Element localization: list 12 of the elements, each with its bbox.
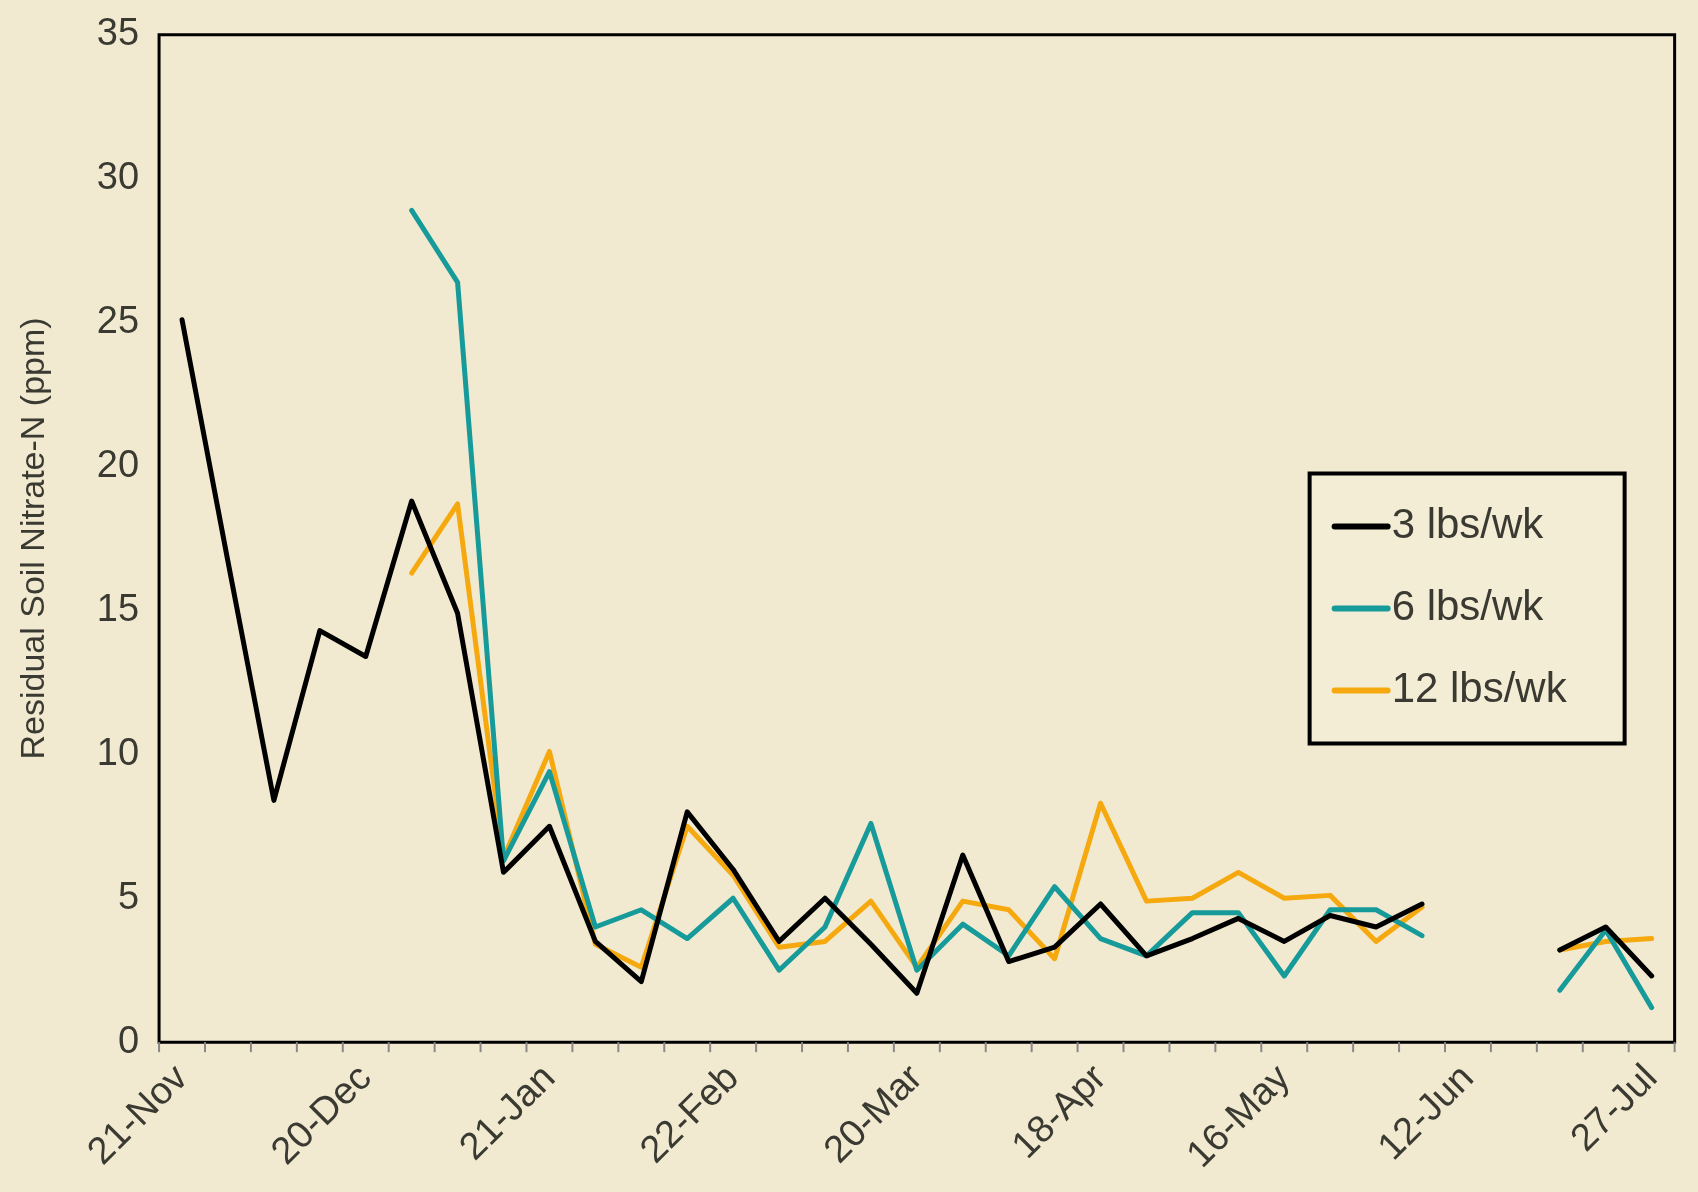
y-tick-label: 35 [96, 11, 140, 54]
y-tick-label: 0 [117, 1018, 140, 1061]
legend-label: 12 lbs/wk [1391, 664, 1568, 712]
y-tick-label: 5 [117, 874, 140, 917]
legend-label: 3 lbs/wk [1391, 500, 1545, 548]
legend-label: 6 lbs/wk [1391, 582, 1545, 630]
y-tick-label: 25 [96, 299, 140, 342]
y-tick-label: 20 [96, 443, 140, 486]
y-tick-label: 10 [96, 730, 140, 773]
y-tick-label: 30 [96, 155, 140, 198]
y-tick-label: 15 [96, 586, 140, 629]
y-axis-title: Residual Soil Nitrate-N (ppm) [12, 317, 51, 760]
